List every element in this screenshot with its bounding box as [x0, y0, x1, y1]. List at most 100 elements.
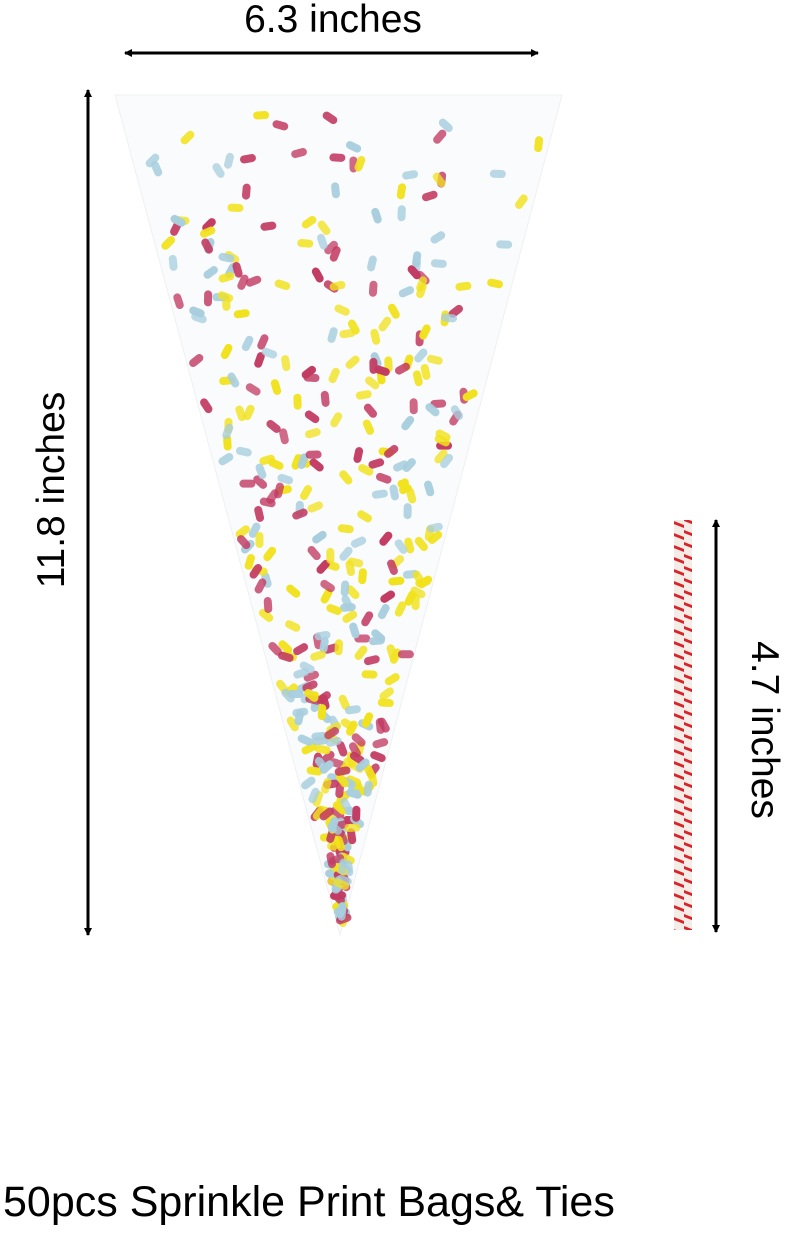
sprinkle: [515, 194, 528, 209]
sprinkle: [394, 539, 408, 554]
sprinkle: [345, 355, 360, 369]
sprinkle: [222, 423, 234, 440]
sprinkle: [358, 464, 374, 476]
sprinkle: [340, 580, 350, 597]
sprinkle: [355, 390, 372, 400]
sprinkle: [412, 370, 423, 387]
sprinkle: [306, 766, 323, 776]
sprinkle: [314, 756, 328, 772]
sprinkle: [422, 190, 438, 202]
sprinkle: [348, 742, 361, 758]
sprinkle: [317, 220, 331, 235]
sprinkle: [402, 170, 419, 180]
sprinkle: [235, 405, 246, 422]
sprinkle: [357, 510, 372, 523]
sprinkle: [217, 291, 234, 303]
sprinkle: [339, 603, 356, 612]
sprinkle: [319, 807, 334, 821]
sprinkle: [245, 383, 261, 396]
sprinkle: [311, 732, 328, 741]
sprinkle: [354, 156, 366, 172]
sprinkle: [200, 398, 213, 414]
sprinkle: [272, 120, 289, 131]
sprinkle: [286, 584, 301, 598]
sprinkle: [336, 741, 348, 757]
sprinkle: [244, 554, 255, 570]
sprinkle: [384, 444, 399, 458]
sprinkle: [329, 280, 346, 291]
sprinkle: [401, 415, 415, 431]
sprinkle: [332, 801, 347, 815]
sprinkle: [168, 254, 178, 271]
sprinkle: [361, 712, 374, 728]
twist-tie: [674, 520, 692, 930]
sprinkle: [326, 852, 336, 868]
sprinkle: [218, 272, 235, 283]
sprinkle: [386, 644, 397, 660]
sprinkle: [232, 261, 243, 278]
sprinkle: [161, 236, 176, 250]
sprinkle: [218, 453, 234, 466]
sprinkle: [377, 698, 394, 708]
sprinkle: [274, 279, 291, 291]
sprinkle: [292, 508, 308, 520]
sprinkle: [307, 501, 323, 513]
sprinkle: [189, 353, 204, 367]
sprinkle: [324, 240, 338, 255]
sprinkle: [410, 586, 426, 599]
sprinkle: [394, 601, 407, 617]
sprinkle: [281, 355, 291, 372]
sprinkle: [254, 578, 267, 594]
sprinkle: [301, 776, 316, 790]
sprinkle: [286, 716, 299, 732]
sprinkle: [261, 347, 278, 359]
sprinkle: [327, 821, 343, 835]
sprinkle: [243, 404, 255, 421]
sprinkle: [363, 780, 373, 797]
sprinkle: [259, 454, 275, 466]
sprinkle: [293, 393, 302, 410]
sprinkle: [180, 130, 195, 145]
sprinkle: [145, 153, 160, 168]
sprinkle: [367, 255, 377, 272]
sprinkle: [368, 280, 378, 297]
sprinkle: [365, 376, 380, 390]
sprinkle: [249, 564, 263, 579]
sprinkle: [378, 316, 392, 332]
sprinkle: [420, 364, 431, 380]
sprinkle: [403, 503, 412, 520]
sprinkle: [412, 251, 422, 268]
sprinkle: [325, 736, 342, 747]
sprinkle: [329, 153, 346, 162]
sprinkle: [322, 111, 338, 125]
sprinkle: [227, 372, 240, 388]
sprinkle: [340, 797, 353, 813]
sprinkle: [326, 604, 342, 615]
sprinkle: [363, 403, 378, 418]
sprinkle: [237, 535, 251, 550]
sprinkle: [440, 453, 454, 469]
sprinkle: [304, 410, 320, 424]
sprinkle: [338, 694, 350, 711]
sprinkle: [319, 637, 329, 653]
sprinkle: [263, 597, 273, 614]
sprinkle: [330, 806, 345, 821]
sprinkle: [345, 141, 362, 153]
sprinkle: [393, 460, 409, 472]
sprinkle: [301, 742, 317, 755]
sprinkle: [417, 575, 433, 589]
sprinkle: [424, 480, 435, 497]
sprinkle: [326, 547, 335, 564]
sprinkle: [404, 590, 417, 606]
sprinkle: [434, 434, 450, 447]
sprinkle: [433, 129, 447, 144]
sprinkle: [387, 303, 400, 319]
sprinkle: [334, 304, 350, 316]
sprinkle: [455, 281, 472, 291]
sprinkle: [281, 688, 295, 703]
sprinkle: [227, 203, 244, 212]
sprinkle: [402, 458, 416, 472]
sprinkle: [384, 673, 400, 686]
sprinkle: [334, 766, 351, 776]
sprinkle: [235, 525, 250, 539]
